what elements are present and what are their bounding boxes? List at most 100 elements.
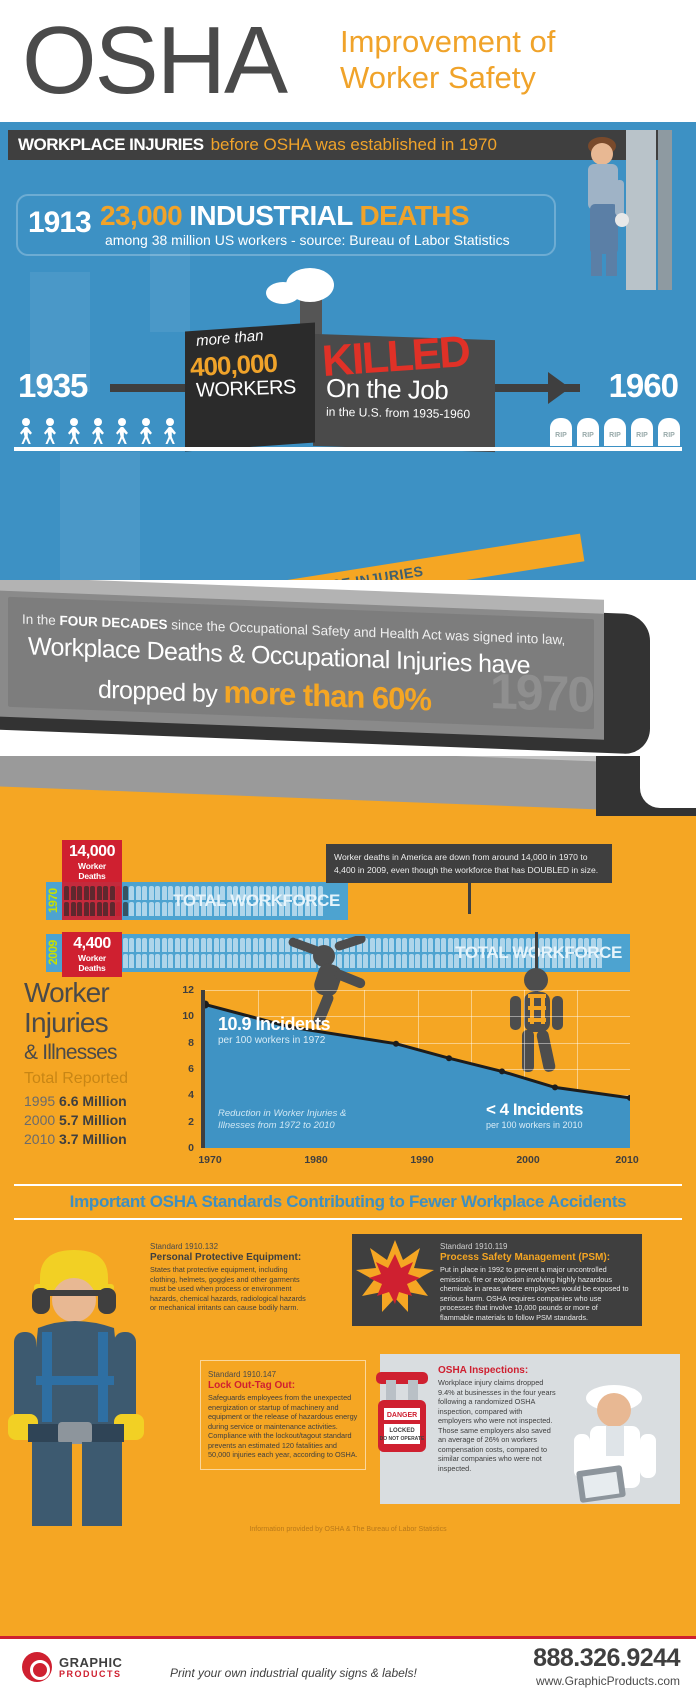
chart-title-line2: Injuries [24,1007,109,1038]
x-tick: 1970 [198,1154,222,1166]
chart-annotation-end: < 4 Incidents per 100 workers in 2010 [486,1100,583,1130]
walking-people-row [18,418,178,444]
gravestone-icon: RIP [577,418,599,446]
deaths-figures [64,902,115,916]
bg-shape [30,272,90,392]
header: OSHA Improvement of Worker Safety [0,0,696,122]
chart-annotation-start: 10.9 Incidents per 100 workers in 1972 [218,1014,331,1046]
inspector-illustration [574,1385,656,1503]
deaths-figures [64,886,115,900]
footer-phone[interactable]: 888.326.9244 [533,1644,680,1672]
person-icon [66,418,82,444]
gravestone-icon: RIP [658,418,680,446]
y-tick: 10 [182,1010,194,1023]
beam-end-round [640,756,696,808]
list-item: 2010 3.7 Million [24,1131,127,1147]
y-tick: 6 [188,1063,194,1075]
standard-ppe-title: Personal Protective Equipment: [150,1252,302,1263]
y-tick: 4 [188,1089,194,1102]
person-icon [42,418,58,444]
x-tick: 1980 [304,1154,328,1166]
chart-y-axis-labels: 12 10 8 6 4 2 0 [170,984,200,1154]
svg-text:DO NOT OPERATE: DO NOT OPERATE [380,1436,425,1442]
workforce-year-1970: 1970 [46,882,62,920]
section-banner: WORKPLACE INJURIES before OSHA was estab… [8,130,670,160]
deaths-1970-segment [62,882,122,920]
deaths-1970-number: 14,000 [69,843,115,860]
chart-annotation-mid-line2: Illnesses from 1972 to 2010 [218,1120,335,1131]
list-item: 1995 6.6 Million [24,1093,127,1109]
svg-text:LOCKED: LOCKED [389,1428,415,1434]
person-icon [138,418,154,444]
workforce-bar-2009-label: TOTAL WORKFORCE [455,943,622,962]
chart-title: Worker Injuries & Illnesses [24,978,118,1068]
bg-shape [60,452,140,580]
person-icon [114,418,130,444]
deaths-2009-caption: Worker Deaths [78,953,106,973]
y-tick: 12 [182,984,194,996]
header-subtitle: Improvement of Worker Safety [340,24,555,96]
deaths-1970-caption: Worker Deaths [78,861,106,881]
standard-psm-title: Process Safety Management (PSM): [440,1252,611,1263]
footer-tagline: Print your own industrial quality signs … [170,1666,417,1680]
standard-psm-code: Standard 1910.119 [440,1242,508,1251]
svg-text:DANGER: DANGER [387,1412,417,1419]
graphic-products-logo[interactable]: GRAPHIC PRODUCTS [22,1652,122,1682]
brand-name-line1: GRAPHIC [59,1654,123,1670]
footer-url[interactable]: www.GraphicProducts.com [535,1674,680,1688]
person-icon [18,418,34,444]
y-tick: 8 [188,1036,194,1049]
deaths-2009-number: 4,400 [73,935,111,952]
chart-annotation-mid: Reduction in Worker Injuries & Illnesses… [218,1108,346,1132]
killed-on-the-job: On the Job [325,372,449,406]
smoke-puff [286,268,334,302]
standards-header-text: Important OSHA Standards Contributing to… [69,1192,627,1211]
logo-mark-icon [22,1652,52,1682]
workforce-note-connector [468,880,471,914]
harnessed-worker-icon [510,968,563,1072]
standards-header: Important OSHA Standards Contributing to… [14,1184,682,1220]
x-tick: 2000 [516,1154,540,1166]
gravestone-row: RIP RIP RIP RIP RIP [550,418,680,446]
header-subtitle-line2: Worker Safety [340,60,536,95]
footer-divider [0,1636,696,1639]
standard-psm: Standard 1910.119 Process Safety Managem… [440,1242,630,1322]
stat-1913-headline: 23,000 INDUSTRIAL DEATHS [100,200,470,232]
padlock-icon: DANGER LOCKED DO NOT OPERATE [376,1372,428,1452]
gravestone-icon: RIP [631,418,653,446]
footer: GRAPHIC PRODUCTS Print your own industri… [0,1636,696,1698]
stat-1913-number: 23,000 [100,200,183,231]
standard-loto-title: Lock Out-Tag Out: [208,1380,296,1391]
total-reported-list: 1995 6.6 Million 2000 5.7 Million 2010 3… [24,1092,127,1149]
deaths-1970-label: 14,000 Worker Deaths [62,840,122,885]
stat-1913-box [16,194,556,256]
x-tick: 2010 [615,1154,639,1166]
deaths-2009-label: 4,400 Worker Deaths [62,932,122,977]
chart-annotation-start-value: 10.9 Incidents [218,1014,331,1034]
chart-annotation-mid-line1: Reduction in Worker Injuries & [218,1108,347,1119]
standard-ppe-code: Standard 1910.132 [150,1242,219,1251]
ppe-worker-illustration [8,1250,144,1526]
stat-1913-deaths: DEATHS [359,200,469,231]
post-osha-section: 14,000 Worker Deaths 1970 TOTAL WORKFORC… [0,756,696,1636]
gravestone-icon: RIP [550,418,572,446]
killed-year-start: 1935 [18,367,88,404]
standard-loto: Standard 1910.147 Lock Out-Tag Out: Safe… [208,1370,358,1460]
stat-1913-year: 1913 [28,206,92,239]
chart-y-axis [201,990,205,1148]
gravestone-icon: RIP [604,418,626,446]
osha-logo: OSHA [22,7,288,114]
standard-loto-code: Standard 1910.147 [208,1370,277,1379]
safety-rope [535,932,538,994]
increase-arrow-band: INCREASE IN WORKPLACE INJURIES [115,533,585,580]
killed-year-end: 1960 [608,367,679,404]
brand-name-line2: PRODUCTS [59,1668,122,1679]
standard-inspections: OSHA Inspections: Workplace injury claim… [438,1364,558,1473]
bg-shape [150,242,190,332]
person-icon [162,418,178,444]
pre-osha-section: WORKPLACE INJURIES before OSHA was estab… [0,122,696,580]
list-item: 2000 5.7 Million [24,1112,127,1128]
banner-bold-text: WORKPLACE INJURIES [18,135,204,154]
four-decades-section: 1970 In the FOUR DECADES since the Occup… [0,580,696,760]
chart-title-line3: & Illnesses [24,1041,118,1064]
